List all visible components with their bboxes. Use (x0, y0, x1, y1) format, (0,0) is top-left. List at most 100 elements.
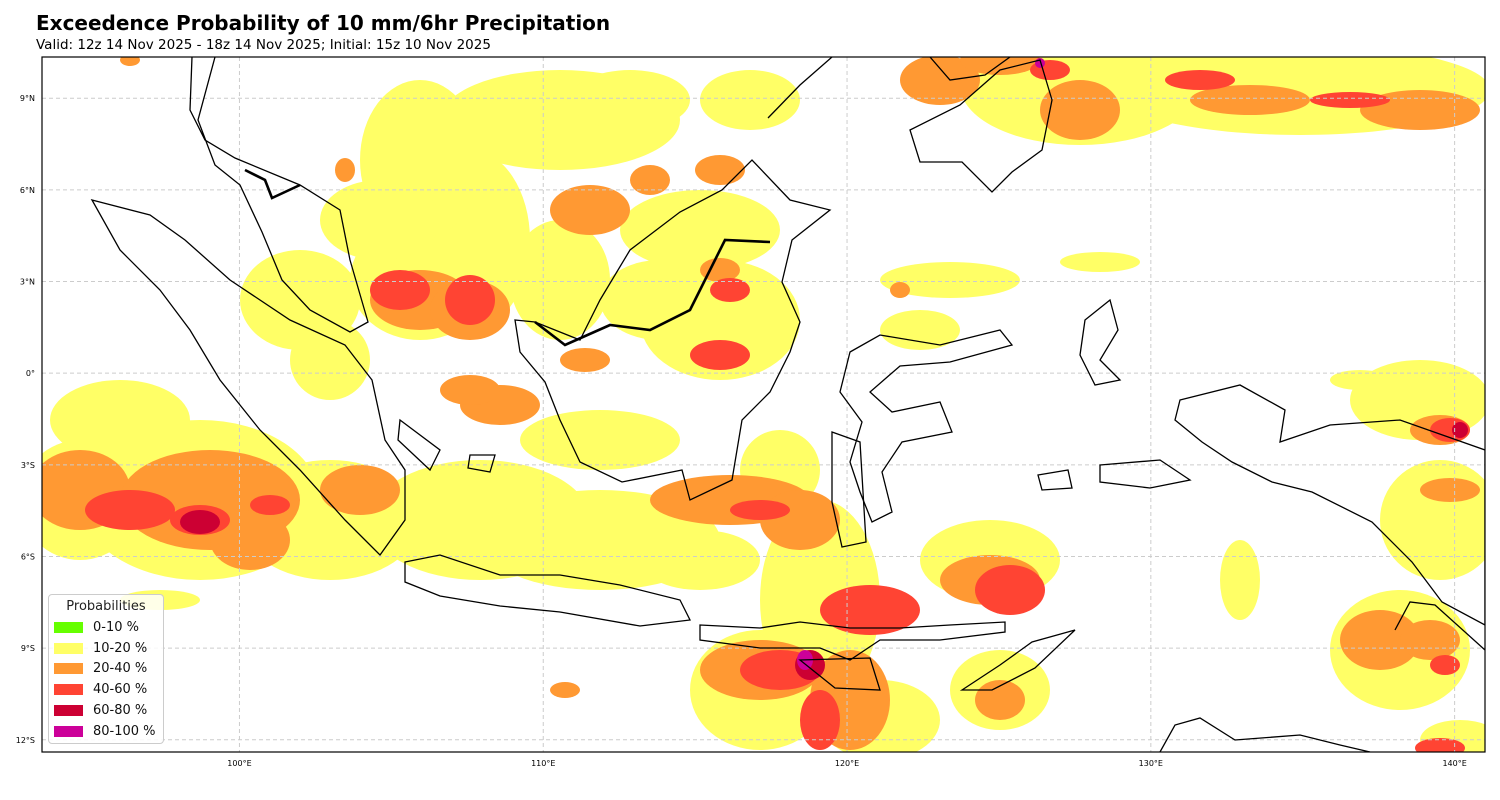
coast-borneo (514, 159, 832, 501)
precip-area-40-60 (1430, 655, 1460, 675)
precip-area-10-20 (50, 380, 190, 460)
legend-item: 60-80 % (49, 700, 163, 721)
precipitation-field (42, 57, 1485, 752)
precip-area-20-40 (900, 57, 980, 105)
precip-area-40-60 (975, 565, 1045, 615)
precip-area-20-40 (695, 155, 745, 185)
precip-area-40-60 (1415, 738, 1465, 752)
lon-tick-label: 120°E (835, 759, 859, 768)
lat-tick-label: 9°S (21, 644, 35, 653)
precip-area-40-60 (820, 585, 920, 635)
precip-area-40-60 (1310, 92, 1390, 108)
legend-swatch (54, 684, 83, 696)
border-malaysia-thailand (244, 168, 301, 200)
coast-bangka (397, 418, 441, 472)
precip-area-40-60 (445, 275, 495, 325)
lat-tick-label: 12°S (16, 736, 35, 745)
precip-area-20-40 (440, 375, 500, 405)
precip-area-10-20 (510, 220, 610, 340)
legend-label: 20-40 % (93, 661, 148, 677)
precip-area-10-20 (290, 320, 370, 400)
precip-area-60-80 (1452, 422, 1468, 438)
coastlines (90, 57, 1485, 752)
precip-area-10-20 (880, 310, 960, 350)
legend-swatch (54, 621, 83, 633)
precip-area-20-40 (1420, 478, 1480, 502)
precip-area-20-40 (550, 682, 580, 698)
legend-item: 40-60 % (49, 679, 163, 700)
precip-area-10-20 (320, 180, 440, 260)
lon-tick-label: 110°E (531, 759, 555, 768)
legend-item: 10-20 % (49, 638, 163, 659)
coast-palawan (767, 57, 833, 119)
lat-tick-label: 6°S (21, 552, 35, 561)
lon-tick-label: 100°E (227, 759, 251, 768)
legend-item: 80-100 % (49, 721, 163, 742)
precip-area-20-40 (320, 465, 400, 515)
precip-area-10-20 (880, 262, 1020, 298)
lon-tick-label: 140°E (1442, 759, 1466, 768)
coast-java (404, 554, 691, 627)
map-subtitle: Valid: 12z 14 Nov 2025 - 18z 14 Nov 2025… (36, 37, 491, 53)
lat-tick-label: 6°N (20, 186, 35, 195)
coast-sumba-flores (798, 657, 881, 691)
axis-ticks: 100°E 110°E 120°E 130°E 140°E 9°N 6°N 3°N 0° 3°S 6… (16, 94, 1467, 768)
precip-area-40-60 (800, 690, 840, 750)
legend-title: Probabilities (66, 599, 146, 614)
precip-area-10-20 (640, 530, 760, 590)
legend-swatch (54, 642, 83, 654)
precip-area-10-20 (620, 190, 780, 270)
precip-area-20-40 (210, 510, 290, 570)
precip-area-10-20 (700, 70, 800, 130)
legend-label: 0-10 % (93, 619, 139, 635)
coast-cape-york (1394, 601, 1485, 651)
coast-lombok-sumbawa (699, 621, 1006, 661)
precip-area-20-40 (700, 258, 740, 282)
coast-timor (959, 629, 1076, 691)
precip-area-10-20 (1060, 252, 1140, 272)
precip-area-20-40 (1040, 80, 1120, 140)
coast-seram (1099, 459, 1192, 489)
legend-label: 10-20 % (93, 640, 148, 656)
precip-area-40-60 (730, 500, 790, 520)
precip-area-40-60 (1165, 70, 1235, 90)
legend-label: 40-60 % (93, 682, 148, 698)
legend-swatch (54, 725, 83, 737)
coast-buru (1037, 469, 1073, 491)
legend-item: 20-40 % (49, 659, 163, 680)
coast-halmahera (1079, 298, 1122, 386)
precip-area-40-60 (690, 340, 750, 370)
lat-tick-label: 9°N (20, 94, 35, 103)
coast-mindanao (909, 59, 1053, 193)
precip-area-20-40 (890, 282, 910, 298)
coast-sumatra (90, 198, 406, 557)
coast-sulawesi-sw (831, 431, 867, 548)
precip-area-10-20 (1380, 460, 1485, 580)
precip-area-20-40 (560, 348, 610, 372)
coast-sulawesi (839, 329, 1014, 523)
precip-area-20-40 (1400, 620, 1460, 660)
legend-item: 0-10 % (49, 617, 163, 638)
precip-area-10-20 (1220, 540, 1260, 620)
coast-belitung (467, 454, 496, 473)
coast-australia (1159, 717, 1371, 752)
lon-tick-label: 130°E (1139, 759, 1163, 768)
precip-area-10-20 (1330, 370, 1390, 390)
map-frame (41, 56, 1486, 753)
precip-area-20-40 (960, 57, 1040, 75)
precip-area-20-40 (120, 57, 140, 66)
map-title: Exceedence Probability of 10 mm/6hr Prec… (36, 11, 611, 35)
border-borneo (534, 238, 771, 347)
legend-label: 60-80 % (93, 703, 148, 719)
precip-area-10-20 (520, 410, 680, 470)
precip-area-10-20 (640, 260, 800, 380)
coast-malay-peninsula (189, 57, 369, 333)
precip-area-20-40 (1190, 85, 1310, 115)
precip-area-40-60 (710, 278, 750, 302)
legend: Probabilities 0-10 % 10-20 % 20-40 % 40-60 … (48, 594, 164, 744)
legend-swatch (54, 663, 83, 675)
precip-area-40-60 (85, 490, 175, 530)
precip-area-40-60 (250, 495, 290, 515)
legend-swatch (54, 705, 83, 717)
